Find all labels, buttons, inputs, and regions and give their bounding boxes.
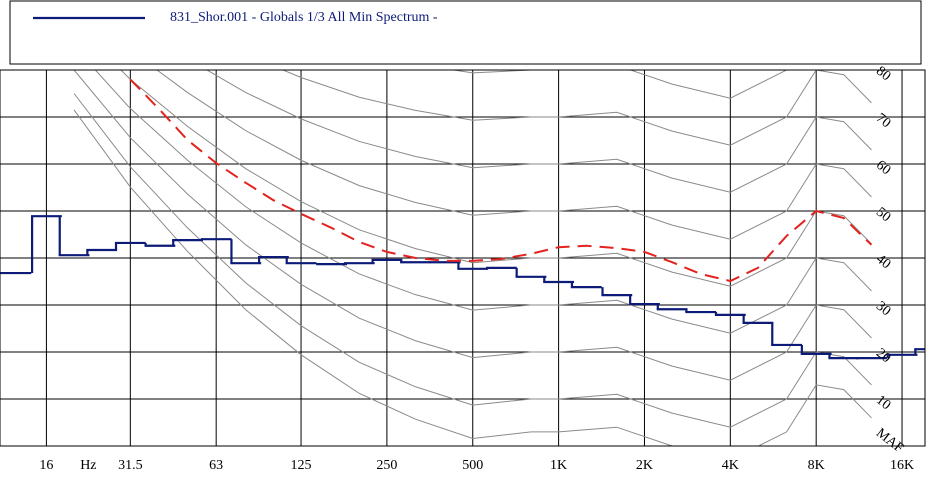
contour-label: 30	[873, 299, 893, 319]
x-tick-label: 250	[376, 458, 397, 473]
legend-box	[9, 0, 922, 65]
plot-area	[0, 70, 925, 446]
contour-label: 70	[873, 111, 893, 131]
grid	[0, 69, 925, 447]
contour-label: 20	[873, 346, 893, 366]
contour-line	[73, 109, 872, 446]
contour-line	[73, 70, 872, 381]
contour-line	[94, 70, 872, 334]
contour-line	[281, 70, 872, 146]
plot-frame	[0, 69, 926, 447]
x-tick-label: 31.5	[118, 458, 143, 473]
contour-label: 10	[873, 393, 893, 413]
contour-label: 80	[873, 64, 893, 84]
x-tick-label: 1K	[550, 458, 567, 473]
reference-curve	[129, 78, 873, 283]
legend-label: 831_Shor.001 - Globals 1/3 All Min Spect…	[170, 10, 438, 25]
x-tick-label: 125	[291, 458, 312, 473]
x-tick-label: 16	[39, 458, 53, 473]
x-axis-label: Hz	[80, 458, 96, 473]
contour-label: 40	[873, 252, 893, 272]
contour-line	[156, 70, 872, 240]
x-tick-label: 500	[462, 458, 483, 473]
x-tick-label: 4K	[722, 458, 739, 473]
contour-label: MAF	[873, 426, 906, 457]
x-tick-label: 16K	[890, 458, 914, 473]
x-tick-label: 63	[209, 458, 223, 473]
contour-line	[120, 70, 872, 287]
contour-line	[73, 93, 872, 428]
contour-label: 60	[873, 158, 893, 178]
contour-label: 50	[873, 205, 893, 225]
x-tick-label: 2K	[636, 458, 653, 473]
contour-line	[205, 70, 872, 193]
x-tick-label: 8K	[808, 458, 825, 473]
